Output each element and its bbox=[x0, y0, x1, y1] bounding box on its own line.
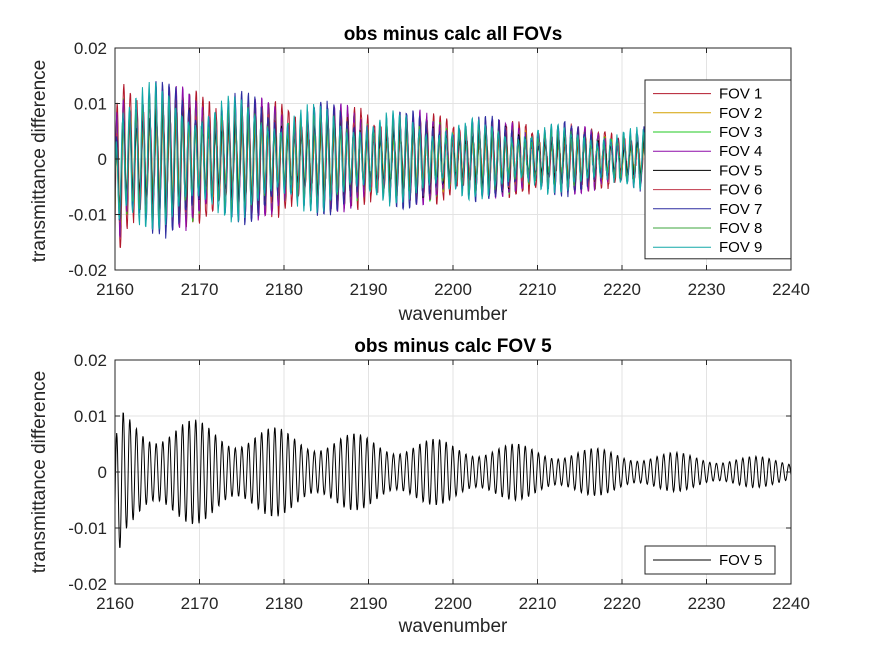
legend-label: FOV 7 bbox=[719, 201, 762, 218]
legend-label: FOV 8 bbox=[719, 220, 762, 237]
chart-title: obs minus calc all FOVs bbox=[344, 24, 563, 45]
y-tick-label: -0.01 bbox=[68, 206, 107, 225]
legend-label: FOV 3 bbox=[719, 124, 762, 141]
y-tick-label: -0.01 bbox=[68, 519, 107, 538]
legend: FOV 5 bbox=[644, 545, 776, 575]
y-tick-label: 0.01 bbox=[74, 407, 107, 426]
series-line-fov-5 bbox=[114, 412, 792, 548]
legend-label: FOV 1 bbox=[719, 86, 762, 103]
x-tick-label: 2240 bbox=[772, 280, 810, 299]
x-tick-label: 2200 bbox=[434, 280, 472, 299]
y-tick-label: -0.02 bbox=[68, 261, 107, 280]
x-tick-label: 2190 bbox=[350, 280, 388, 299]
x-tick-label: 2170 bbox=[181, 280, 219, 299]
x-tick-label: 2230 bbox=[688, 594, 726, 613]
legend-label: FOV 2 bbox=[719, 105, 762, 122]
legend: FOV 1 FOV 2 FOV 3 FOV 4 FOV 5 FOV 6 FOV 7 FOV 8… bbox=[644, 79, 792, 260]
x-axis-label: wavenumber bbox=[398, 616, 508, 637]
y-axis-label: transmittance difference bbox=[29, 60, 50, 262]
x-tick-label: 2180 bbox=[265, 280, 303, 299]
x-axis-label: wavenumber bbox=[398, 304, 508, 325]
y-tick-label: 0 bbox=[98, 463, 107, 482]
panel-fov-5: obs minus calc FOV 5 wavenumber transmit… bbox=[29, 336, 810, 637]
legend-label: FOV 5 bbox=[719, 552, 762, 569]
tick-labels: 2160 2170 2180 2190 2200 2210 2220 2230 2240 -0.0… bbox=[68, 351, 810, 613]
x-tick-label: 2160 bbox=[96, 594, 134, 613]
legend-label: FOV 5 bbox=[719, 162, 762, 179]
x-tick-label: 2220 bbox=[603, 594, 641, 613]
x-tick-label: 2220 bbox=[603, 280, 641, 299]
x-tick-label: 2230 bbox=[688, 280, 726, 299]
legend-box bbox=[644, 79, 792, 260]
x-tick-label: 2170 bbox=[181, 594, 219, 613]
legend-label: FOV 4 bbox=[719, 143, 762, 160]
chart-title: obs minus calc FOV 5 bbox=[354, 336, 552, 357]
x-tick-label: 2210 bbox=[519, 280, 557, 299]
panel-all-fovs: obs minus calc all FOVs wavenumber trans… bbox=[29, 24, 810, 325]
y-tick-label: 0.02 bbox=[74, 39, 107, 58]
x-tick-label: 2190 bbox=[350, 594, 388, 613]
y-axis-label: transmittance difference bbox=[29, 371, 50, 573]
y-tick-label: -0.02 bbox=[68, 575, 107, 594]
x-tick-label: 2240 bbox=[772, 594, 810, 613]
y-tick-label: 0 bbox=[98, 150, 107, 169]
y-tick-label: 0.01 bbox=[74, 95, 107, 114]
tick-labels: 2160 2170 2180 2190 2200 2210 2220 2230 2240 -0.0… bbox=[68, 39, 810, 299]
y-tick-label: 0.02 bbox=[74, 351, 107, 370]
x-tick-label: 2210 bbox=[519, 594, 557, 613]
legend-label: FOV 9 bbox=[719, 239, 762, 256]
x-tick-label: 2200 bbox=[434, 594, 472, 613]
legend-label: FOV 6 bbox=[719, 182, 762, 199]
series-lines bbox=[114, 412, 792, 548]
x-tick-label: 2160 bbox=[96, 280, 134, 299]
x-tick-label: 2180 bbox=[265, 594, 303, 613]
